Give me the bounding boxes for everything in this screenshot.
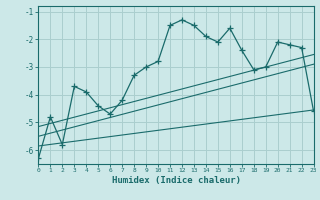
X-axis label: Humidex (Indice chaleur): Humidex (Indice chaleur) <box>111 176 241 185</box>
